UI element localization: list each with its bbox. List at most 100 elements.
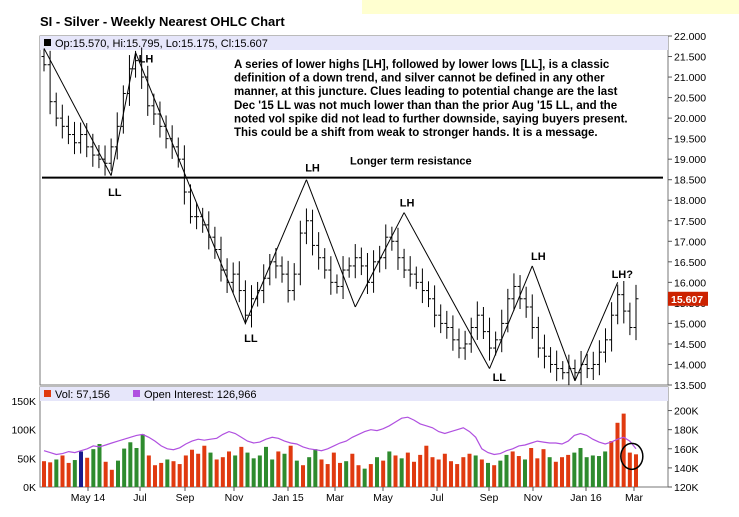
price-tick-label: 18.000 [674,195,706,207]
volume-bar [479,459,484,487]
ohlc-bar [493,331,499,356]
ohlc-bar [548,347,554,373]
ohlc-bar [53,92,59,127]
price-tick-label: 20.500 [674,93,706,105]
volume-bar [529,448,534,487]
volume-bar [510,451,515,487]
volume-bar [122,448,127,487]
volume-bar [153,465,157,487]
trend-line-segment [574,282,619,382]
ohlc-bar [541,334,547,369]
ohlc-bar [236,261,242,303]
volume-bar [615,422,620,487]
volume-bar [553,461,558,487]
volume-bar [634,454,638,487]
price-panel: Op:15.570, Hi:15.795, Lo:15.175, Cl:15.6… [39,31,708,404]
ohlc-bar [627,302,633,336]
price-y-grid [668,35,672,386]
volume-bar [381,460,386,487]
ohlc-bar [401,248,407,279]
price-tick-label: 20.000 [674,113,706,125]
volume-bar [399,458,404,487]
volume-bar [405,452,410,487]
ohlc-bar [230,262,236,293]
volume-bar [325,464,330,487]
volume-bar [109,469,114,487]
volume-bar [572,452,577,487]
volume-bar [535,458,540,487]
volume-bar [498,460,503,487]
ohlc-bar [474,301,480,340]
ohlc-bar [59,104,65,139]
volume-bar [492,465,497,487]
ohlc-bar [291,263,297,301]
price-tick-label: 16.500 [674,257,706,269]
volume-bar [183,455,188,487]
ohlc-bar [444,310,450,339]
volume-bar [190,449,194,487]
volume-bar [239,446,244,487]
volume-tick-label: 50K [17,453,36,465]
x-tick-label: Sep [480,492,499,504]
ohlc-bar [615,284,621,325]
swing-label: LH [400,197,415,209]
price-series-marker [44,39,51,46]
open-interest-tick-label: 180K [674,425,699,437]
ohlc-bar [633,284,639,341]
volume-bar [387,451,392,487]
volume-bar [473,455,478,487]
volume-bar [393,455,398,487]
ohlc-bar [194,202,200,230]
commentary-line: definition of a down trend, and silver c… [234,73,605,85]
ohlc-bar [273,247,279,279]
open-interest-readout: Open Interest: 126,966 [144,389,257,401]
ohlc-bar [303,208,309,245]
close-readout: Cl:15.607 [221,38,268,50]
volume-bar [165,459,170,487]
ohlc-bar [310,209,316,256]
ohlc-bar [78,122,84,154]
volume-bar [72,460,77,487]
ohlc-bar [560,361,566,380]
volume-bar [66,462,71,487]
volume-tick-label: 0K [23,482,36,494]
x-tick-label: Jan 16 [570,492,602,504]
chart-title: SI - Silver - Weekly Nearest OHLC Chart [40,14,285,29]
volume-bar [103,461,108,487]
volume-bar [584,457,589,487]
ohlc-bar [572,359,578,381]
volume-bar [541,449,546,487]
volume-bar [344,461,349,487]
volume-bar [307,457,312,487]
ohlc-bar [432,285,438,328]
price-header-bar [40,36,668,50]
ohlc-bar [419,268,425,304]
volume-bar [621,413,626,487]
ohlc-bar [596,340,602,376]
ohlc-bar [47,50,53,115]
x-tick-label: Jan 15 [272,492,304,504]
volume-bar [208,452,213,487]
ohlc-bar [90,133,96,167]
ohlc-bar [157,101,163,138]
ohlc-bar [462,330,468,360]
top-strip [362,0,739,14]
volume-bar [504,454,509,487]
volume-bar [202,445,207,487]
volume-bar [368,464,373,487]
ohlc-bar [242,280,248,325]
volume-grid [668,410,672,488]
volume-bar [54,459,59,487]
volume-bar [42,461,46,487]
ohlc-bar [279,256,285,283]
open-interest-tick-label: 200K [674,406,699,418]
volume-bar [220,457,225,487]
volume-bar [48,462,53,487]
x-tick-label: Mar [326,492,345,504]
trend-line-segment [354,212,405,308]
ohlc-bar [181,145,187,205]
price-tick-label: 17.000 [674,236,706,248]
commentary-line: A series of lower highs [LH], followed b… [234,59,610,71]
swing-label: LL [108,187,122,199]
ohlc-bar [383,224,389,270]
